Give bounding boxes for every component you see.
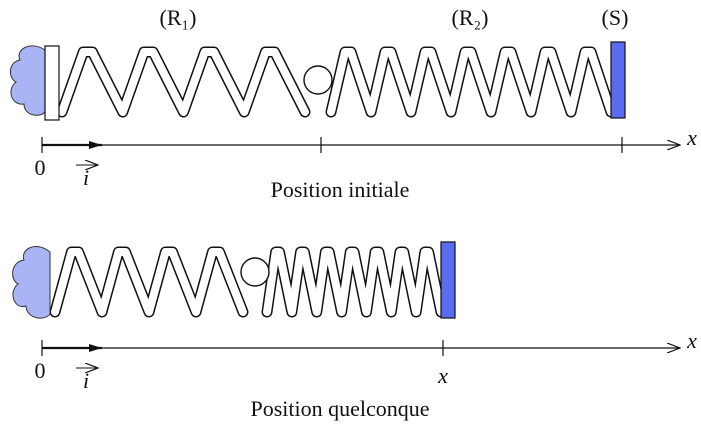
junction bbox=[303, 65, 333, 95]
spring-label: (R₂) bbox=[452, 5, 489, 30]
caption: Position initiale bbox=[271, 177, 410, 202]
wall bbox=[12, 246, 51, 319]
junction bbox=[240, 257, 270, 287]
wall bbox=[10, 45, 46, 116]
block-label: (S) bbox=[602, 5, 629, 30]
position-label: x bbox=[437, 363, 448, 388]
axis-label: x bbox=[686, 125, 697, 150]
block bbox=[610, 41, 626, 119]
axis-label: x bbox=[686, 328, 697, 353]
spring bbox=[263, 248, 445, 316]
caption: Position quelconque bbox=[250, 396, 429, 421]
block bbox=[440, 241, 456, 319]
spring bbox=[58, 48, 309, 116]
spring bbox=[327, 48, 615, 116]
origin-label: 0 bbox=[35, 155, 46, 180]
vector-label: i bbox=[83, 368, 89, 393]
anchor bbox=[44, 45, 60, 121]
springs bbox=[49, 46, 617, 318]
vector-label: i bbox=[83, 165, 89, 190]
origin-label: 0 bbox=[35, 358, 46, 383]
spring-label: (R₁) bbox=[160, 5, 197, 30]
spring bbox=[51, 248, 247, 316]
